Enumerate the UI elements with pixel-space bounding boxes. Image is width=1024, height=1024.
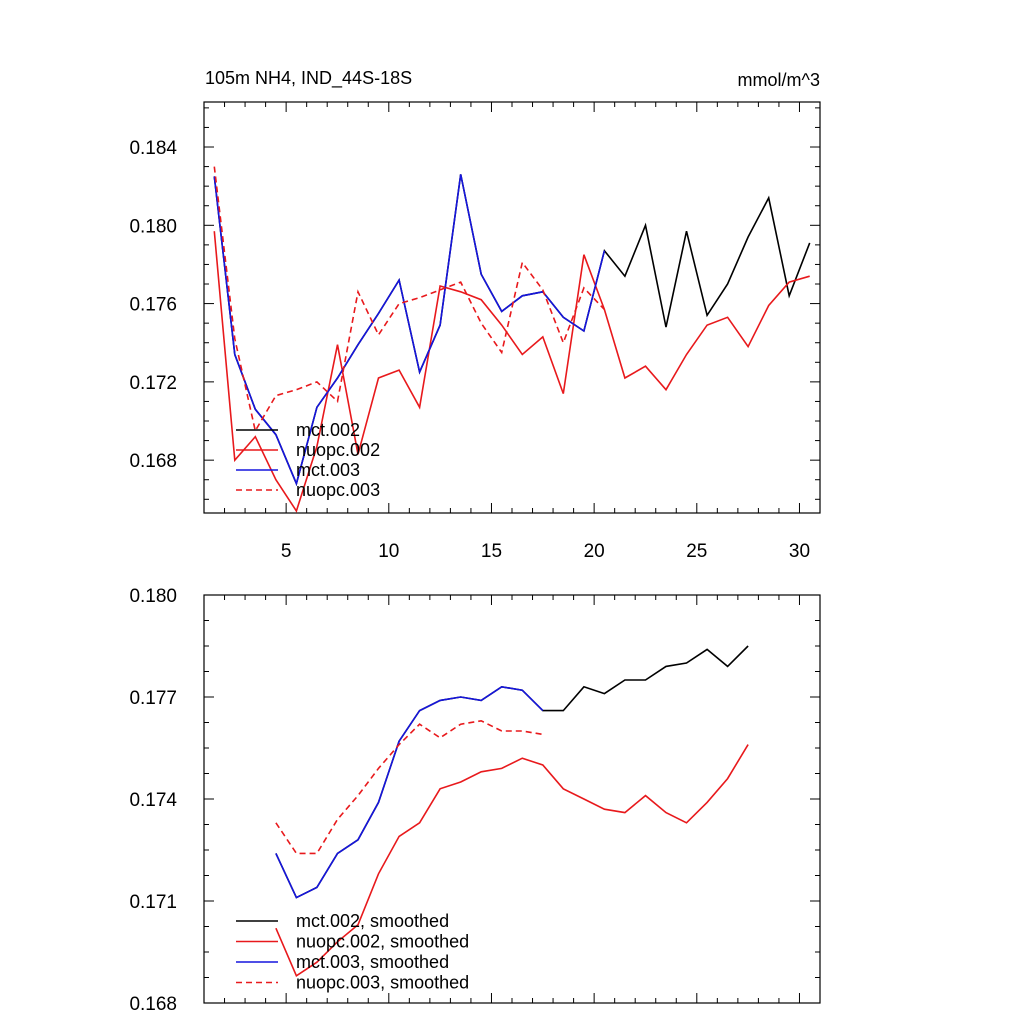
series-line-0 <box>275 645 749 899</box>
series-line-1 <box>275 744 749 977</box>
y-tick-label: 0.180 <box>129 216 177 237</box>
legend-label: mct.002 <box>296 420 360 440</box>
legend-label: nuopc.003, smoothed <box>296 973 469 993</box>
x-tick-label: 15 <box>481 541 502 562</box>
series-line-2 <box>213 174 606 487</box>
legend-label: mct.002, smoothed <box>296 911 449 931</box>
x-tick-label: 10 <box>378 541 399 562</box>
x-tick-label: 25 <box>686 541 707 562</box>
top-chart-title: 105m NH4, IND_44S-18S <box>205 68 412 89</box>
y-tick-label: 0.177 <box>129 688 177 709</box>
legend-label: mct.003, smoothed <box>296 952 449 972</box>
legend-label: mct.003 <box>296 460 360 480</box>
y-tick-label: 0.176 <box>129 295 177 316</box>
y-tick-label: 0.172 <box>129 373 177 394</box>
top-chart: 105m NH4, IND_44S-18S mmol/m^3 5 10 15 20 25… <box>129 68 821 562</box>
y-tick-label: 0.174 <box>129 790 177 811</box>
series-line-2 <box>275 685 544 899</box>
y-tick-label: 0.171 <box>129 892 177 913</box>
y-tick-label: 0.168 <box>129 994 177 1015</box>
bottom-chart: 0.168 0.171 0.174 0.177 0.180 mct.002, smooth… <box>129 586 821 1015</box>
x-tick-label: 20 <box>584 541 605 562</box>
series-line-3 <box>213 166 605 433</box>
top-chart-units: mmol/m^3 <box>738 70 820 90</box>
legend-label: nuopc.002, smoothed <box>296 932 469 952</box>
legend-label: nuopc.003 <box>296 480 380 500</box>
top-chart-plot: 5 10 15 20 25 30 0.168 0.172 0.176 0.180 0.184 mct.… <box>129 101 821 562</box>
series-line-3 <box>275 719 543 855</box>
x-tick-label: 30 <box>789 541 810 562</box>
legend-label: nuopc.002 <box>296 440 380 460</box>
bottom-chart-plot: 0.168 0.171 0.174 0.177 0.180 mct.002, smooth… <box>129 586 821 1015</box>
y-tick-label: 0.180 <box>129 586 177 607</box>
y-tick-label: 0.184 <box>129 138 177 159</box>
x-tick-label: 5 <box>281 541 292 562</box>
y-tick-label: 0.168 <box>129 451 177 472</box>
series-line-1 <box>213 231 810 513</box>
